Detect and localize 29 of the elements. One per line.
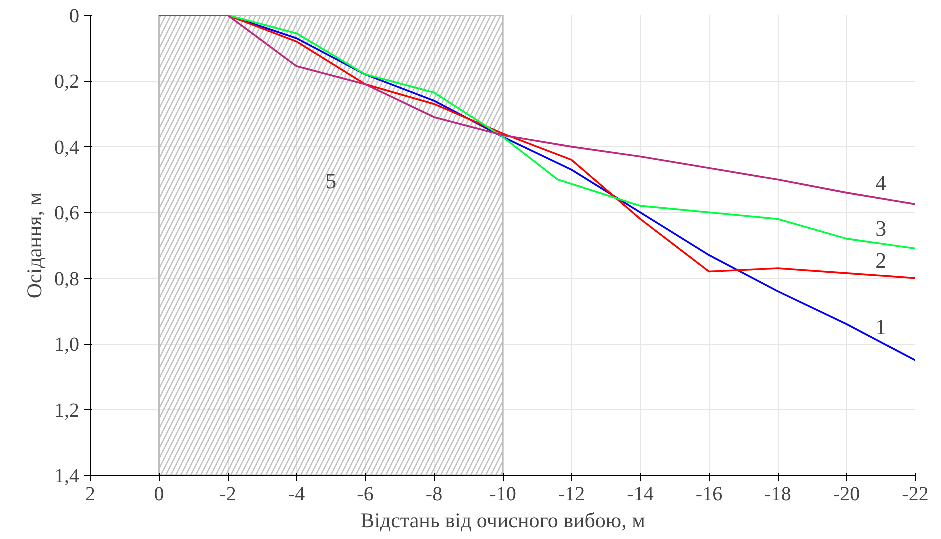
band-label: 5 bbox=[326, 168, 337, 194]
series-label: 3 bbox=[876, 216, 887, 241]
y-tick-label: 1,4 bbox=[54, 466, 80, 488]
x-tick-label: -8 bbox=[426, 484, 443, 506]
x-tick-label: -2 bbox=[220, 484, 236, 506]
series-label: 4 bbox=[876, 170, 887, 196]
line-series bbox=[158, 16, 916, 206]
x-tick-label: -16 bbox=[696, 484, 723, 506]
x-tick-label: -6 bbox=[357, 484, 374, 506]
y-tick-label: 0,6 bbox=[54, 202, 80, 225]
x-tick-label: -22 bbox=[902, 484, 929, 506]
x-tick-label: -18 bbox=[764, 484, 792, 506]
y-tick-label: 0 bbox=[70, 6, 80, 28]
y-tick-label: 1,0 bbox=[54, 334, 80, 356]
y-tick-label: 0,8 bbox=[54, 268, 80, 290]
y-tick-label: 1,2 bbox=[54, 400, 80, 422]
x-axis-title: Відстань від очисного вибою, м bbox=[360, 508, 646, 532]
series-label: 1 bbox=[876, 314, 887, 340]
x-tick-label: -4 bbox=[288, 484, 306, 506]
x-tick-label: 2 bbox=[86, 484, 96, 506]
y-tick-label: 0,4 bbox=[54, 136, 80, 159]
x-tick-label: 0 bbox=[154, 484, 164, 506]
y-tick-label: 0,2 bbox=[54, 71, 80, 94]
y-axis-title: Осідання, м bbox=[22, 192, 46, 299]
x-tick-label: -12 bbox=[558, 484, 586, 506]
series-label: 2 bbox=[876, 248, 887, 273]
x-tick-label: -14 bbox=[627, 484, 654, 506]
x-tick-label: -20 bbox=[833, 484, 860, 506]
x-tick-label: -10 bbox=[490, 484, 516, 506]
